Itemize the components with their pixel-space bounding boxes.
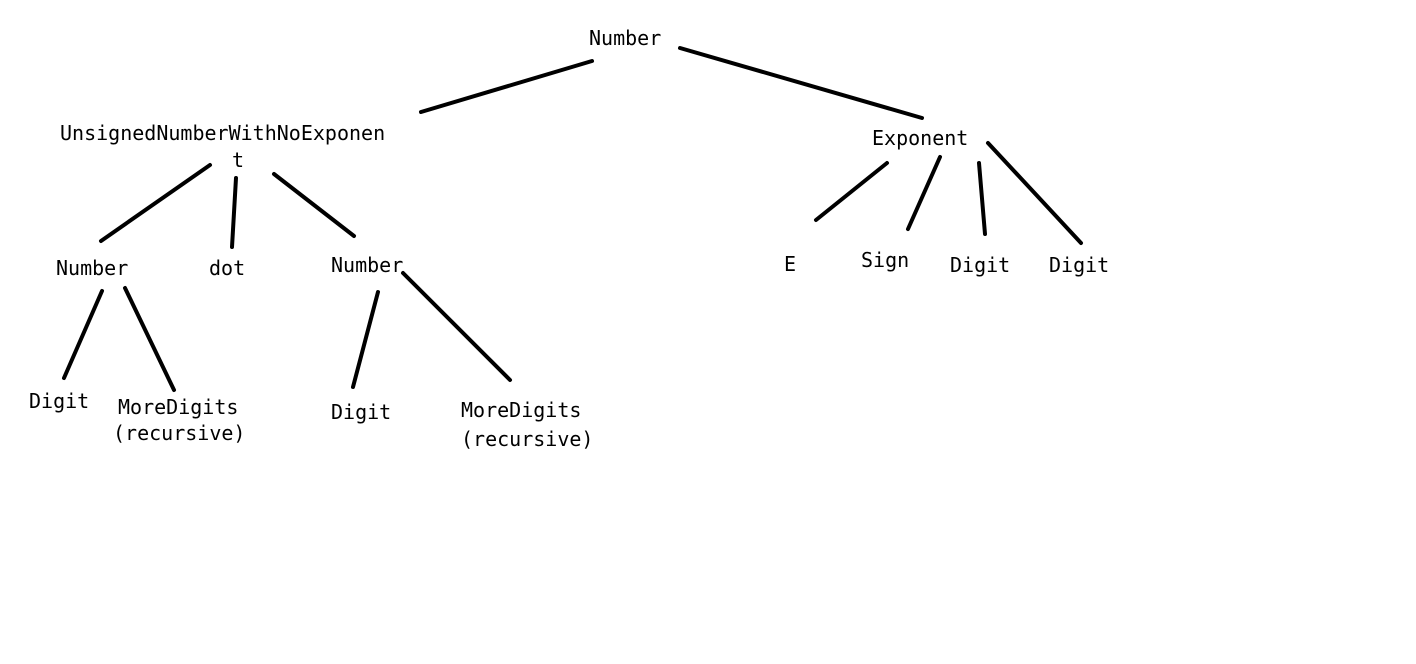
edge-exponent-to-digit-1: [977, 161, 987, 236]
edge-root-to-unsigned: [419, 59, 594, 114]
node-unsigned-number-line-2: t: [232, 148, 244, 172]
node-root-number: Number: [589, 26, 661, 50]
node-left-moredigits-line-1: MoreDigits: [118, 395, 238, 419]
edge-unsigned-to-dot: [230, 176, 238, 249]
node-left-moredigits-line-2: (recursive): [113, 421, 245, 445]
edge-unsigned-to-left-number: [99, 163, 212, 243]
node-e: E: [784, 252, 796, 276]
edge-left-number-to-moredigits: [123, 286, 176, 392]
edge-unsigned-to-right-number: [272, 172, 356, 238]
edge-left-number-to-digit: [62, 289, 104, 380]
node-exponent: Exponent: [872, 126, 968, 150]
node-unsigned-number-line-1: UnsignedNumberWithNoExponen: [60, 121, 385, 145]
node-exponent-digit-1: Digit: [950, 253, 1010, 277]
node-sign: Sign: [861, 248, 909, 272]
edge-right-number-to-digit: [351, 290, 380, 389]
tree-nodes: Number UnsignedNumberWithNoExponen t Exp…: [29, 26, 1109, 451]
edge-root-to-exponent: [678, 46, 924, 120]
edge-exponent-to-sign: [906, 155, 942, 231]
node-left-number: Number: [56, 256, 128, 280]
edge-exponent-to-e: [814, 161, 889, 222]
node-left-digit: Digit: [29, 389, 89, 413]
node-exponent-digit-2: Digit: [1049, 253, 1109, 277]
node-right-digit: Digit: [331, 400, 391, 424]
node-dot: dot: [209, 256, 245, 280]
node-right-moredigits-line-1: MoreDigits: [461, 398, 581, 422]
edge-exponent-to-digit-2: [986, 141, 1083, 245]
node-right-number: Number: [331, 253, 403, 277]
node-right-moredigits-line-2: (recursive): [461, 427, 593, 451]
tree-edges: [62, 46, 1083, 392]
edge-right-number-to-moredigits: [401, 271, 512, 382]
